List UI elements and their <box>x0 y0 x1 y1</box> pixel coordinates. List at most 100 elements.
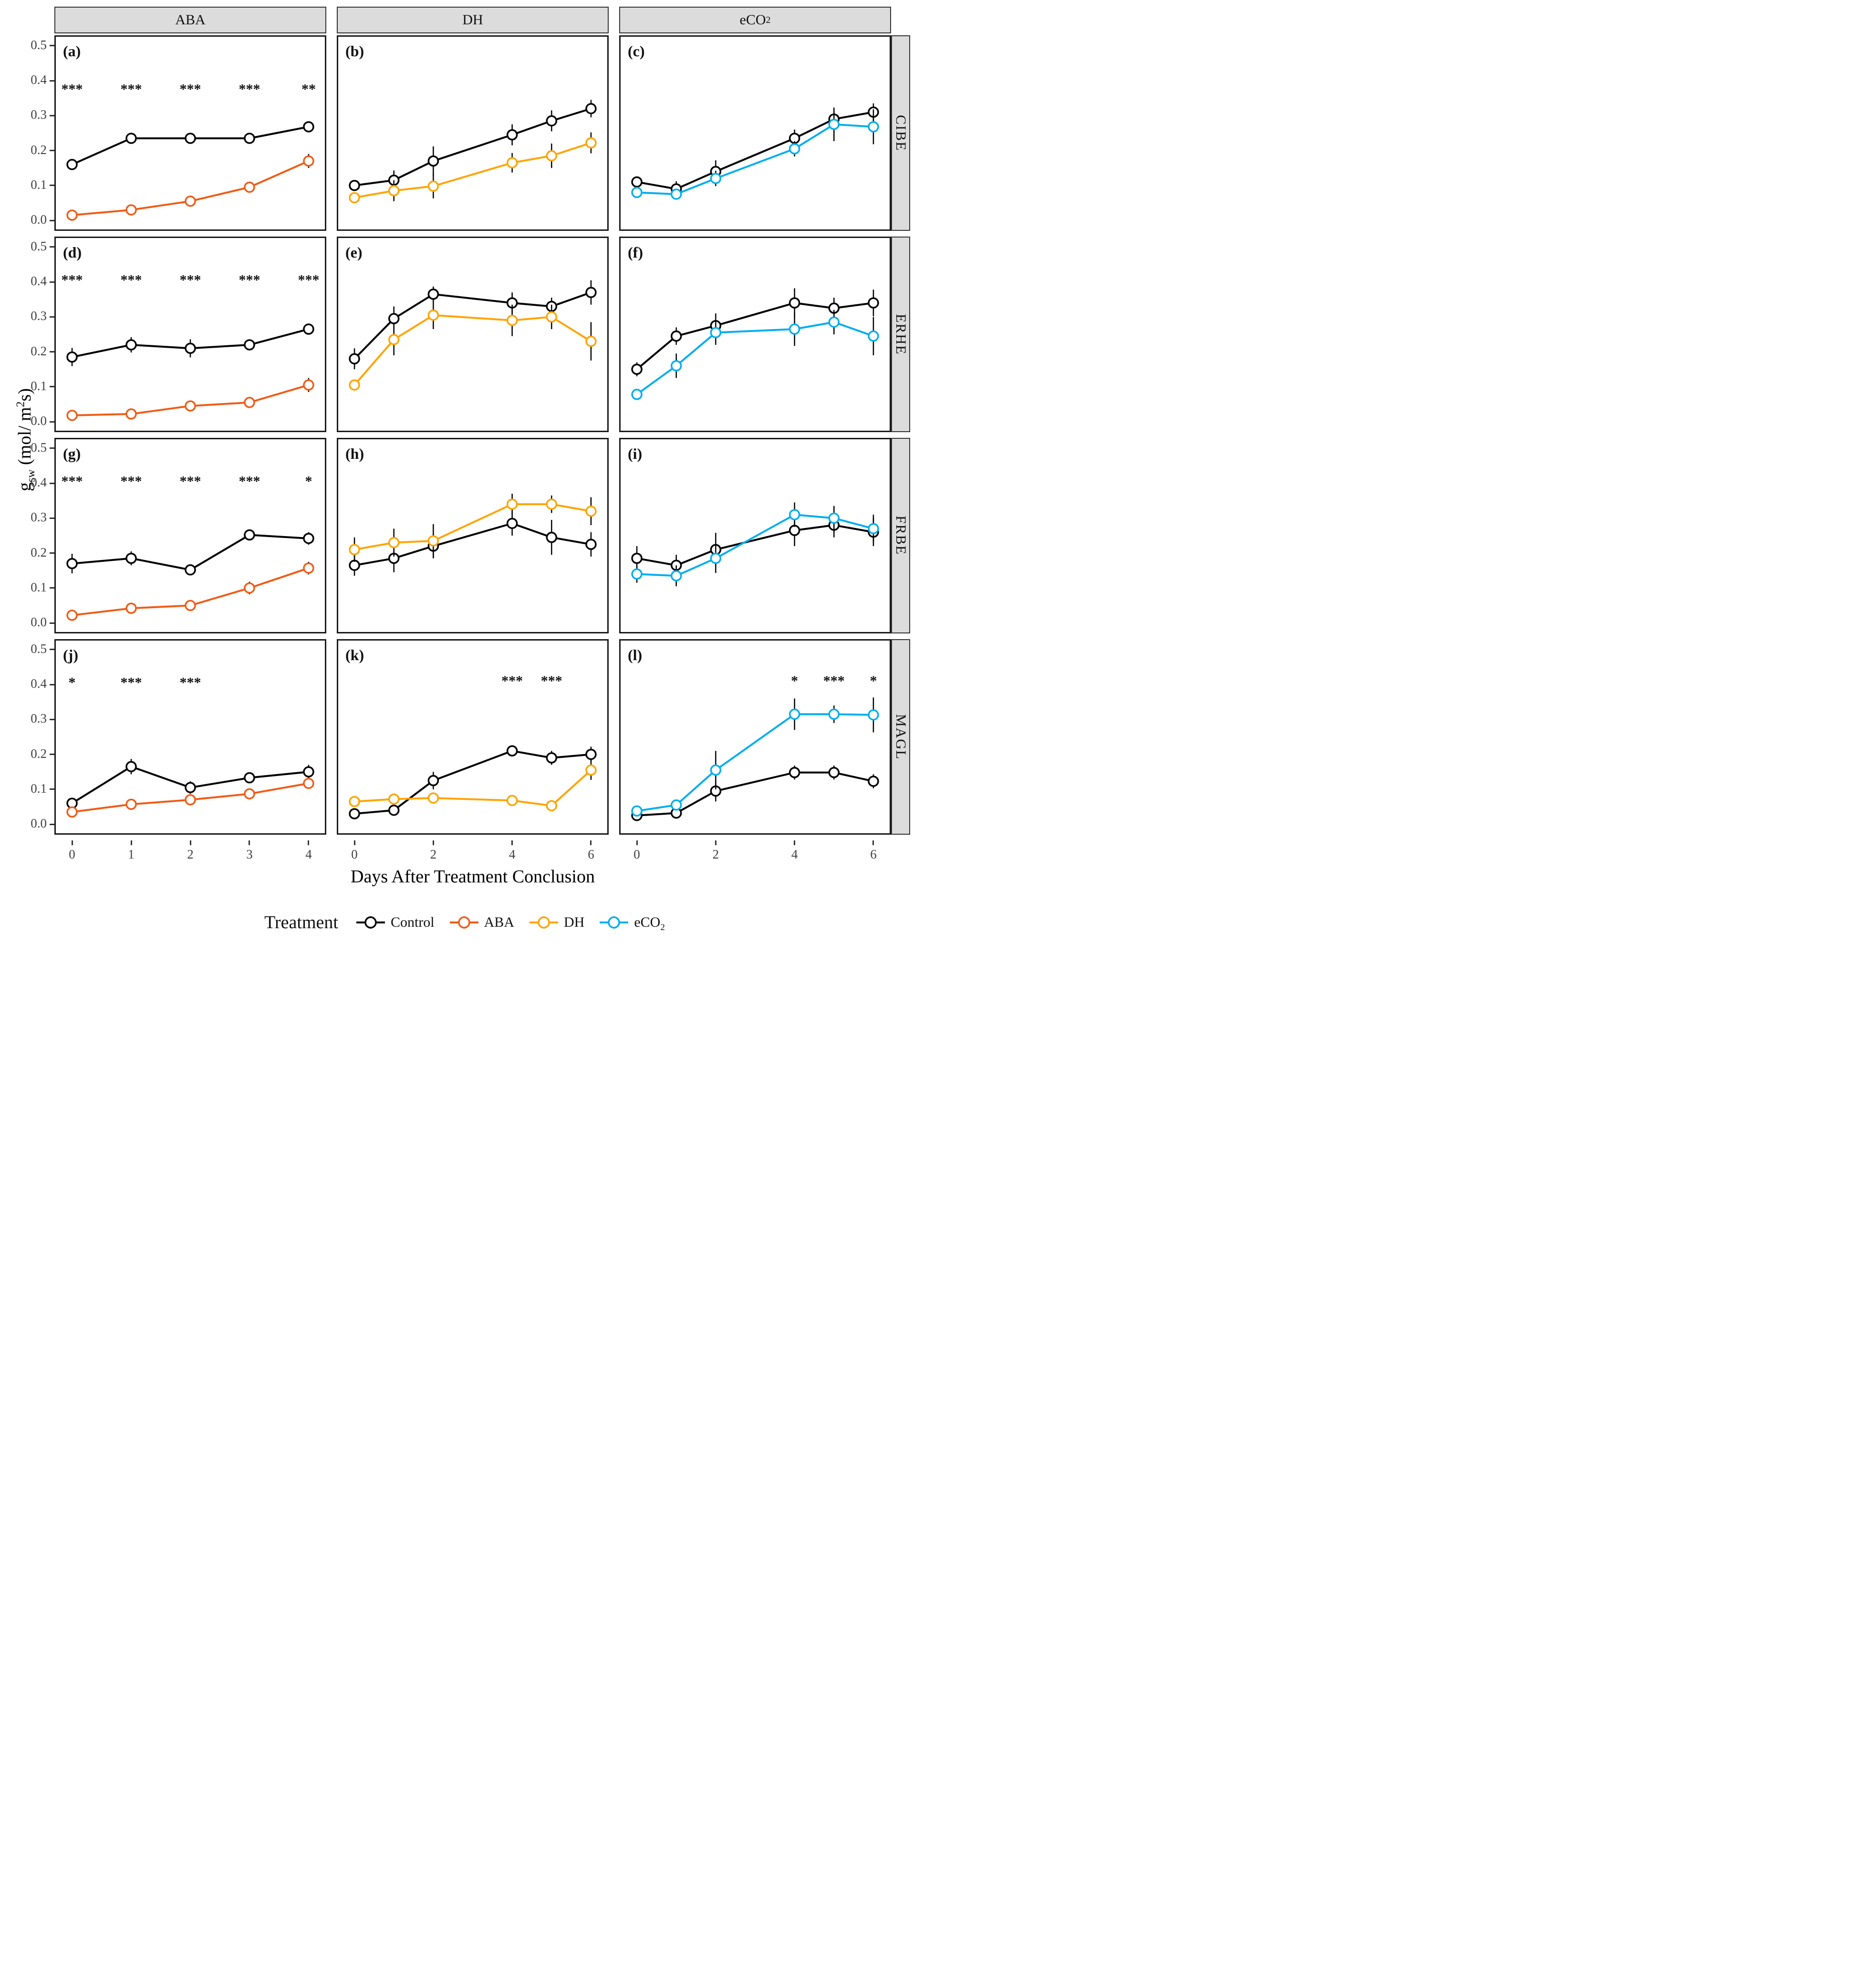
x-tick-label: 1 <box>128 847 135 861</box>
x-tick-label: 6 <box>588 847 594 861</box>
legend-item-control: Control <box>355 912 435 933</box>
y-tick-mark <box>50 114 54 116</box>
y-tick-mark <box>50 482 54 484</box>
x-axis-ticks-col-dh: 0 2 4 6 <box>337 840 619 865</box>
corner-spacer <box>5 7 54 35</box>
column-header-eco2-label: eCO <box>739 12 766 28</box>
panel-cell-j: * *** *** (j) <box>54 639 337 840</box>
legend-label-control: Control <box>390 914 435 930</box>
y-tick-mark <box>50 219 54 221</box>
svg-text:***: *** <box>180 272 201 288</box>
legend-item-aba: ABA <box>449 912 514 933</box>
row-label-cibe: CIBE <box>891 35 910 231</box>
y-tick-mark <box>50 386 54 388</box>
y-tick-mark <box>50 754 54 756</box>
x-tick-label: 3 <box>246 847 253 861</box>
y-tick-mark <box>50 587 54 589</box>
y-tick-label: 0.5 <box>31 641 47 656</box>
legend-marker-dh-icon <box>529 916 558 929</box>
svg-text:**: ** <box>301 81 316 97</box>
y-axis-ticks-row-frbe: 0.0 0.1 0.2 0.3 0.4 0.5 <box>5 438 54 639</box>
panel-cell-i: (i) <box>619 438 891 639</box>
panel-j: * *** ***(j) <box>54 639 326 835</box>
row-label-cell-frbe: FRBE <box>891 438 912 639</box>
x-tick-label: 2 <box>712 847 719 861</box>
legend: Treatment Control ABA DH eCO2 <box>0 912 929 933</box>
y-tick-label: 0.4 <box>31 72 47 87</box>
svg-text:***: *** <box>180 474 201 489</box>
panel-a: *** *** *** *** **(a) <box>54 35 326 231</box>
y-tick-label: 0.3 <box>31 711 47 726</box>
y-tick-mark <box>50 447 54 449</box>
panel-e: (e) <box>337 237 609 432</box>
y-axis-ticks-row-magl: 0.0 0.1 0.2 0.3 0.4 0.5 <box>5 639 54 840</box>
panel-cell-e: (e) <box>337 237 619 438</box>
y-tick-mark <box>50 80 54 82</box>
panel-cell-f: (f) <box>619 237 891 438</box>
y-tick-mark <box>50 316 54 318</box>
x-tick-mark <box>636 840 638 845</box>
y-tick-label: 0.5 <box>31 440 47 455</box>
legend-marker-aba-icon <box>449 916 478 929</box>
x-tick-mark <box>130 840 132 845</box>
panel-cell-l: * *** * (l) <box>619 639 891 840</box>
panel-cell-c: (c) <box>619 35 891 237</box>
row-label-frbe-text: FRBE <box>893 516 909 556</box>
column-header-cell-dh: DH <box>337 7 619 35</box>
y-tick-label: 0.4 <box>31 475 47 490</box>
x-tick-mark <box>308 840 310 845</box>
panel-cell-k: *** *** (k) <box>337 639 619 840</box>
panel-cell-a: *** *** *** *** ** (a) <box>54 35 337 237</box>
svg-text:(c): (c) <box>628 42 645 60</box>
x-axis-title: Days After Treatment Conclusion <box>351 867 595 887</box>
y-tick-label: 0.0 <box>31 212 47 227</box>
y-tick-mark <box>50 788 54 790</box>
row-label-cell-cibe: CIBE <box>891 35 912 237</box>
panel-cell-b: (b) <box>337 35 619 237</box>
legend-item-dh: DH <box>529 912 584 933</box>
bottom-left-spacer <box>5 840 54 865</box>
x-tick-label: 4 <box>791 847 798 861</box>
svg-text:***: *** <box>180 81 201 97</box>
y-tick-mark <box>50 718 54 720</box>
y-tick-mark <box>50 421 54 423</box>
x-tick-mark <box>590 840 592 845</box>
svg-text:*: * <box>305 474 312 489</box>
x-tick-label: 6 <box>870 847 877 861</box>
svg-text:***: *** <box>501 673 523 689</box>
y-axis-ticks-row-erhe: 0.0 0.1 0.2 0.3 0.4 0.5 <box>5 237 54 438</box>
row-label-erhe: ERHE <box>891 237 910 432</box>
svg-text:***: *** <box>541 673 562 689</box>
svg-text:(f): (f) <box>628 244 643 261</box>
y-tick-label: 0.1 <box>31 177 47 192</box>
legend-label-aba: ABA <box>484 914 514 930</box>
y-tick-label: 0.5 <box>31 238 47 253</box>
row-label-magl-text: MAGL <box>893 714 909 760</box>
bottom-right-spacer <box>891 840 912 865</box>
svg-text:(g): (g) <box>63 445 81 462</box>
svg-text:***: *** <box>121 81 142 97</box>
y-tick-label: 0.2 <box>31 343 47 358</box>
svg-text:***: *** <box>121 474 142 489</box>
x-tick-label: 0 <box>69 847 75 861</box>
row-label-cell-magl: MAGL <box>891 639 912 840</box>
y-tick-mark <box>50 649 54 651</box>
panel-d: *** *** *** *** *** (d) <box>54 237 326 432</box>
y-tick-label: 0.3 <box>31 107 47 122</box>
column-header-aba-label: ABA <box>175 12 206 28</box>
legend-label-dh: DH <box>563 914 585 930</box>
panel-l: * *** *(l) <box>619 639 891 835</box>
y-tick-label: 0.1 <box>31 378 47 393</box>
y-tick-mark <box>50 351 54 353</box>
svg-text:(h): (h) <box>345 445 364 462</box>
svg-text:***: *** <box>239 474 260 489</box>
svg-text:***: *** <box>180 675 201 691</box>
y-tick-label: 0.4 <box>31 274 47 289</box>
x-tick-mark <box>715 840 716 845</box>
y-tick-mark <box>50 45 54 47</box>
y-tick-label: 0.4 <box>31 676 47 691</box>
top-right-spacer <box>891 7 912 35</box>
panel-cell-g: *** *** *** *** * (g) <box>54 438 337 639</box>
svg-text:***: *** <box>239 272 260 288</box>
legend-marker-eco2-icon <box>600 916 629 929</box>
